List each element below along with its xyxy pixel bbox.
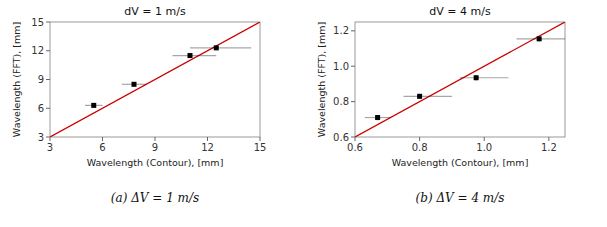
y-tick xyxy=(46,50,50,51)
y-tick xyxy=(351,66,355,67)
point xyxy=(375,115,380,120)
y-tick xyxy=(46,22,50,23)
data-layer xyxy=(355,22,565,137)
data-layer xyxy=(50,22,260,137)
point xyxy=(132,82,137,87)
reference-line xyxy=(355,22,565,137)
y-tick-label: 6 xyxy=(38,103,44,114)
y-tick-label: 15 xyxy=(31,17,44,28)
y-tick xyxy=(351,30,355,31)
caption: (b) ΔV = 4 m/s xyxy=(416,191,505,205)
y-axis-label: Wavelength (FFT), [mm] xyxy=(316,22,327,137)
x-tick xyxy=(355,137,356,141)
point xyxy=(91,103,96,108)
x-tick-label: 0.8 xyxy=(412,142,428,153)
y-tick-label: 0.8 xyxy=(333,96,349,107)
x-error-bar xyxy=(403,96,451,97)
y-tick-label: 1.2 xyxy=(333,25,349,36)
caption: (a) ΔV = 1 m/s xyxy=(111,191,199,205)
y-tick-label: 9 xyxy=(38,74,44,85)
y-tick xyxy=(351,137,355,138)
y-axis-label: Wavelength (FFT), [mm] xyxy=(11,22,22,137)
x-tick-label: 12 xyxy=(201,142,214,153)
chart-root: 3 6 9 12 15 3 6 9 12 15 dV = 1 m/s Wavelength (Cont… xyxy=(0,0,607,227)
x-tick-label: 1.2 xyxy=(541,142,557,153)
y-tick-label: 1.0 xyxy=(333,61,349,72)
point xyxy=(188,53,193,58)
point xyxy=(537,36,542,41)
y-tick-label: 3 xyxy=(38,132,44,143)
subplot: 3 6 9 12 15 3 6 9 12 15 dV = 1 m/s Wavelength (Cont… xyxy=(11,5,266,205)
x-axis-label: Wavelength (Contour), [mm] xyxy=(87,157,224,168)
x-tick-label: 1.0 xyxy=(476,142,492,153)
x-error-bar xyxy=(190,47,251,48)
x-tick xyxy=(484,137,485,141)
y-tick xyxy=(46,79,50,80)
title: dV = 4 m/s xyxy=(429,5,491,18)
x-tick xyxy=(260,137,261,141)
plot-frame xyxy=(355,22,565,137)
x-error-bar xyxy=(173,55,217,56)
plot-frame xyxy=(50,22,260,137)
y-tick xyxy=(46,108,50,109)
y-tick-label: 12 xyxy=(31,45,44,56)
x-tick xyxy=(50,137,51,141)
x-tick xyxy=(155,137,156,141)
x-tick xyxy=(102,137,103,141)
x-tick-label: 6 xyxy=(99,142,105,153)
x-tick xyxy=(419,137,420,141)
x-tick-label: 3 xyxy=(47,142,53,153)
subplot: 0.6 0.8 1.0 1.2 0.6 0.8 1.0 1.2 dV = 4 m/s Wavele… xyxy=(316,5,565,205)
y-tick-label: 0.6 xyxy=(333,132,349,143)
point xyxy=(417,94,422,99)
x-tick xyxy=(548,137,549,141)
x-tick-label: 0.6 xyxy=(347,142,363,153)
x-tick-label: 15 xyxy=(254,142,267,153)
y-tick xyxy=(351,101,355,102)
reference-line xyxy=(50,22,260,137)
x-axis-label: Wavelength (Contour), [mm] xyxy=(392,157,529,168)
point xyxy=(474,75,479,80)
point xyxy=(214,45,219,50)
y-tick xyxy=(46,137,50,138)
x-tick-label: 9 xyxy=(152,142,158,153)
title: dV = 1 m/s xyxy=(124,5,186,18)
x-error-bar xyxy=(460,77,508,78)
x-tick xyxy=(207,137,208,141)
